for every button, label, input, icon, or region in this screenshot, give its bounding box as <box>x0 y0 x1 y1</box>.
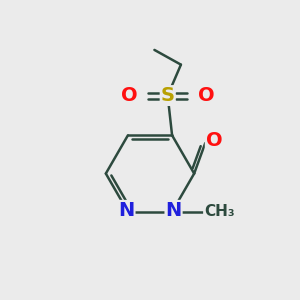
Text: CH₃: CH₃ <box>204 204 235 219</box>
Text: O: O <box>198 86 214 105</box>
Text: S: S <box>161 86 175 105</box>
Text: O: O <box>121 86 138 105</box>
Text: N: N <box>118 201 135 220</box>
Text: O: O <box>206 131 222 150</box>
Text: N: N <box>165 201 182 220</box>
